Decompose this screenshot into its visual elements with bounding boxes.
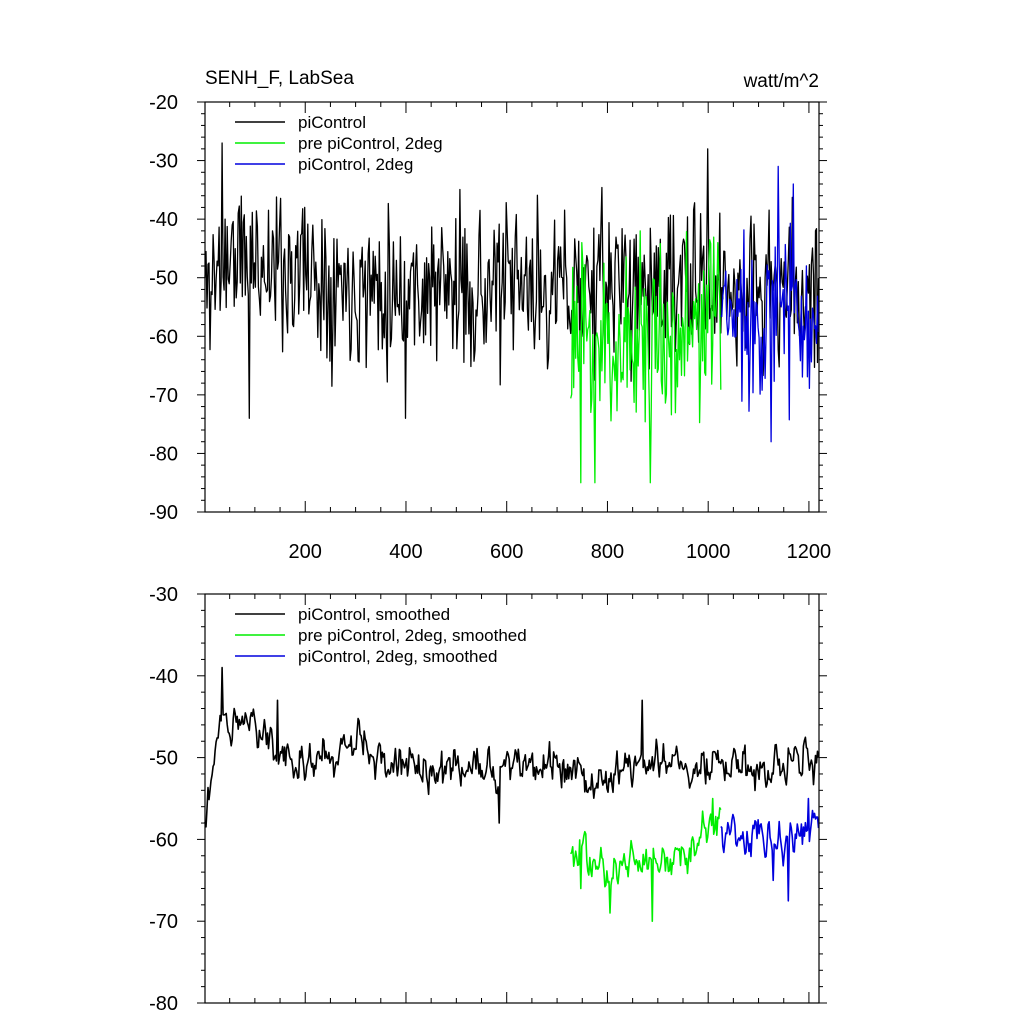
tick-group: -80 -70 -60 -50 -40 -30 <box>149 584 827 1015</box>
y-tick-label: -40 <box>149 209 178 231</box>
series-line-1 <box>570 797 722 922</box>
chart-title: SENH_F, LabSea <box>205 68 354 89</box>
panel-bottom: -80 -70 -60 -50 -40 -30 piControl, smoothed pr… <box>149 584 827 1015</box>
series-line-2 <box>720 797 820 902</box>
series-line-2 <box>720 165 820 443</box>
x-tick-label: 1000 <box>686 541 731 563</box>
x-tick-label: 400 <box>389 541 422 563</box>
y-tick-label: -40 <box>149 666 178 688</box>
y-tick-label: -50 <box>149 748 178 770</box>
y-tick-label: -60 <box>149 829 178 851</box>
y-tick-label: -70 <box>149 911 178 933</box>
y-tick-label: -20 <box>149 92 178 114</box>
series-group <box>204 142 820 484</box>
series-line-1 <box>570 230 722 484</box>
y-tick-label: -50 <box>149 268 178 290</box>
panel-top: SENH_F, LabSea watt/m^2 200 400 600 800 1000… <box>149 68 831 563</box>
x-tick-label: 200 <box>289 541 322 563</box>
x-tick-label: 600 <box>490 541 523 563</box>
series-line-0 <box>204 666 820 828</box>
legend-label-2: piControl, 2deg <box>298 155 413 174</box>
y-tick-label: -80 <box>149 443 178 465</box>
legend-label-1: pre piControl, 2deg <box>298 134 443 153</box>
legend-label-1: pre piControl, 2deg, smoothed <box>298 626 527 645</box>
x-tick-label: 1200 <box>787 541 832 563</box>
y-tick-label: -80 <box>149 993 178 1015</box>
plot-frame <box>204 101 820 513</box>
y-tick-label: -70 <box>149 385 178 407</box>
legend-label-0: piControl <box>298 113 366 132</box>
legend-label-0: piControl, smoothed <box>298 605 450 624</box>
series-group <box>204 666 820 922</box>
legend: piControl, smoothed pre piControl, 2deg, … <box>235 605 527 666</box>
y-tick-label: -30 <box>149 584 178 606</box>
x-tick-label: 800 <box>591 541 624 563</box>
y-tick-label: -90 <box>149 502 178 524</box>
units-label: watt/m^2 <box>743 71 819 92</box>
plot-frame <box>204 593 820 1004</box>
y-tick-label: -30 <box>149 151 178 173</box>
legend-label-2: piControl, 2deg, smoothed <box>298 647 497 666</box>
y-tick-label: -60 <box>149 326 178 348</box>
tick-group: 200 400 600 800 1000 1200 -90 -80 -70 -60 -50 -40 -3… <box>149 92 831 563</box>
legend: piControl pre piControl, 2deg piControl, 2… <box>235 113 443 174</box>
